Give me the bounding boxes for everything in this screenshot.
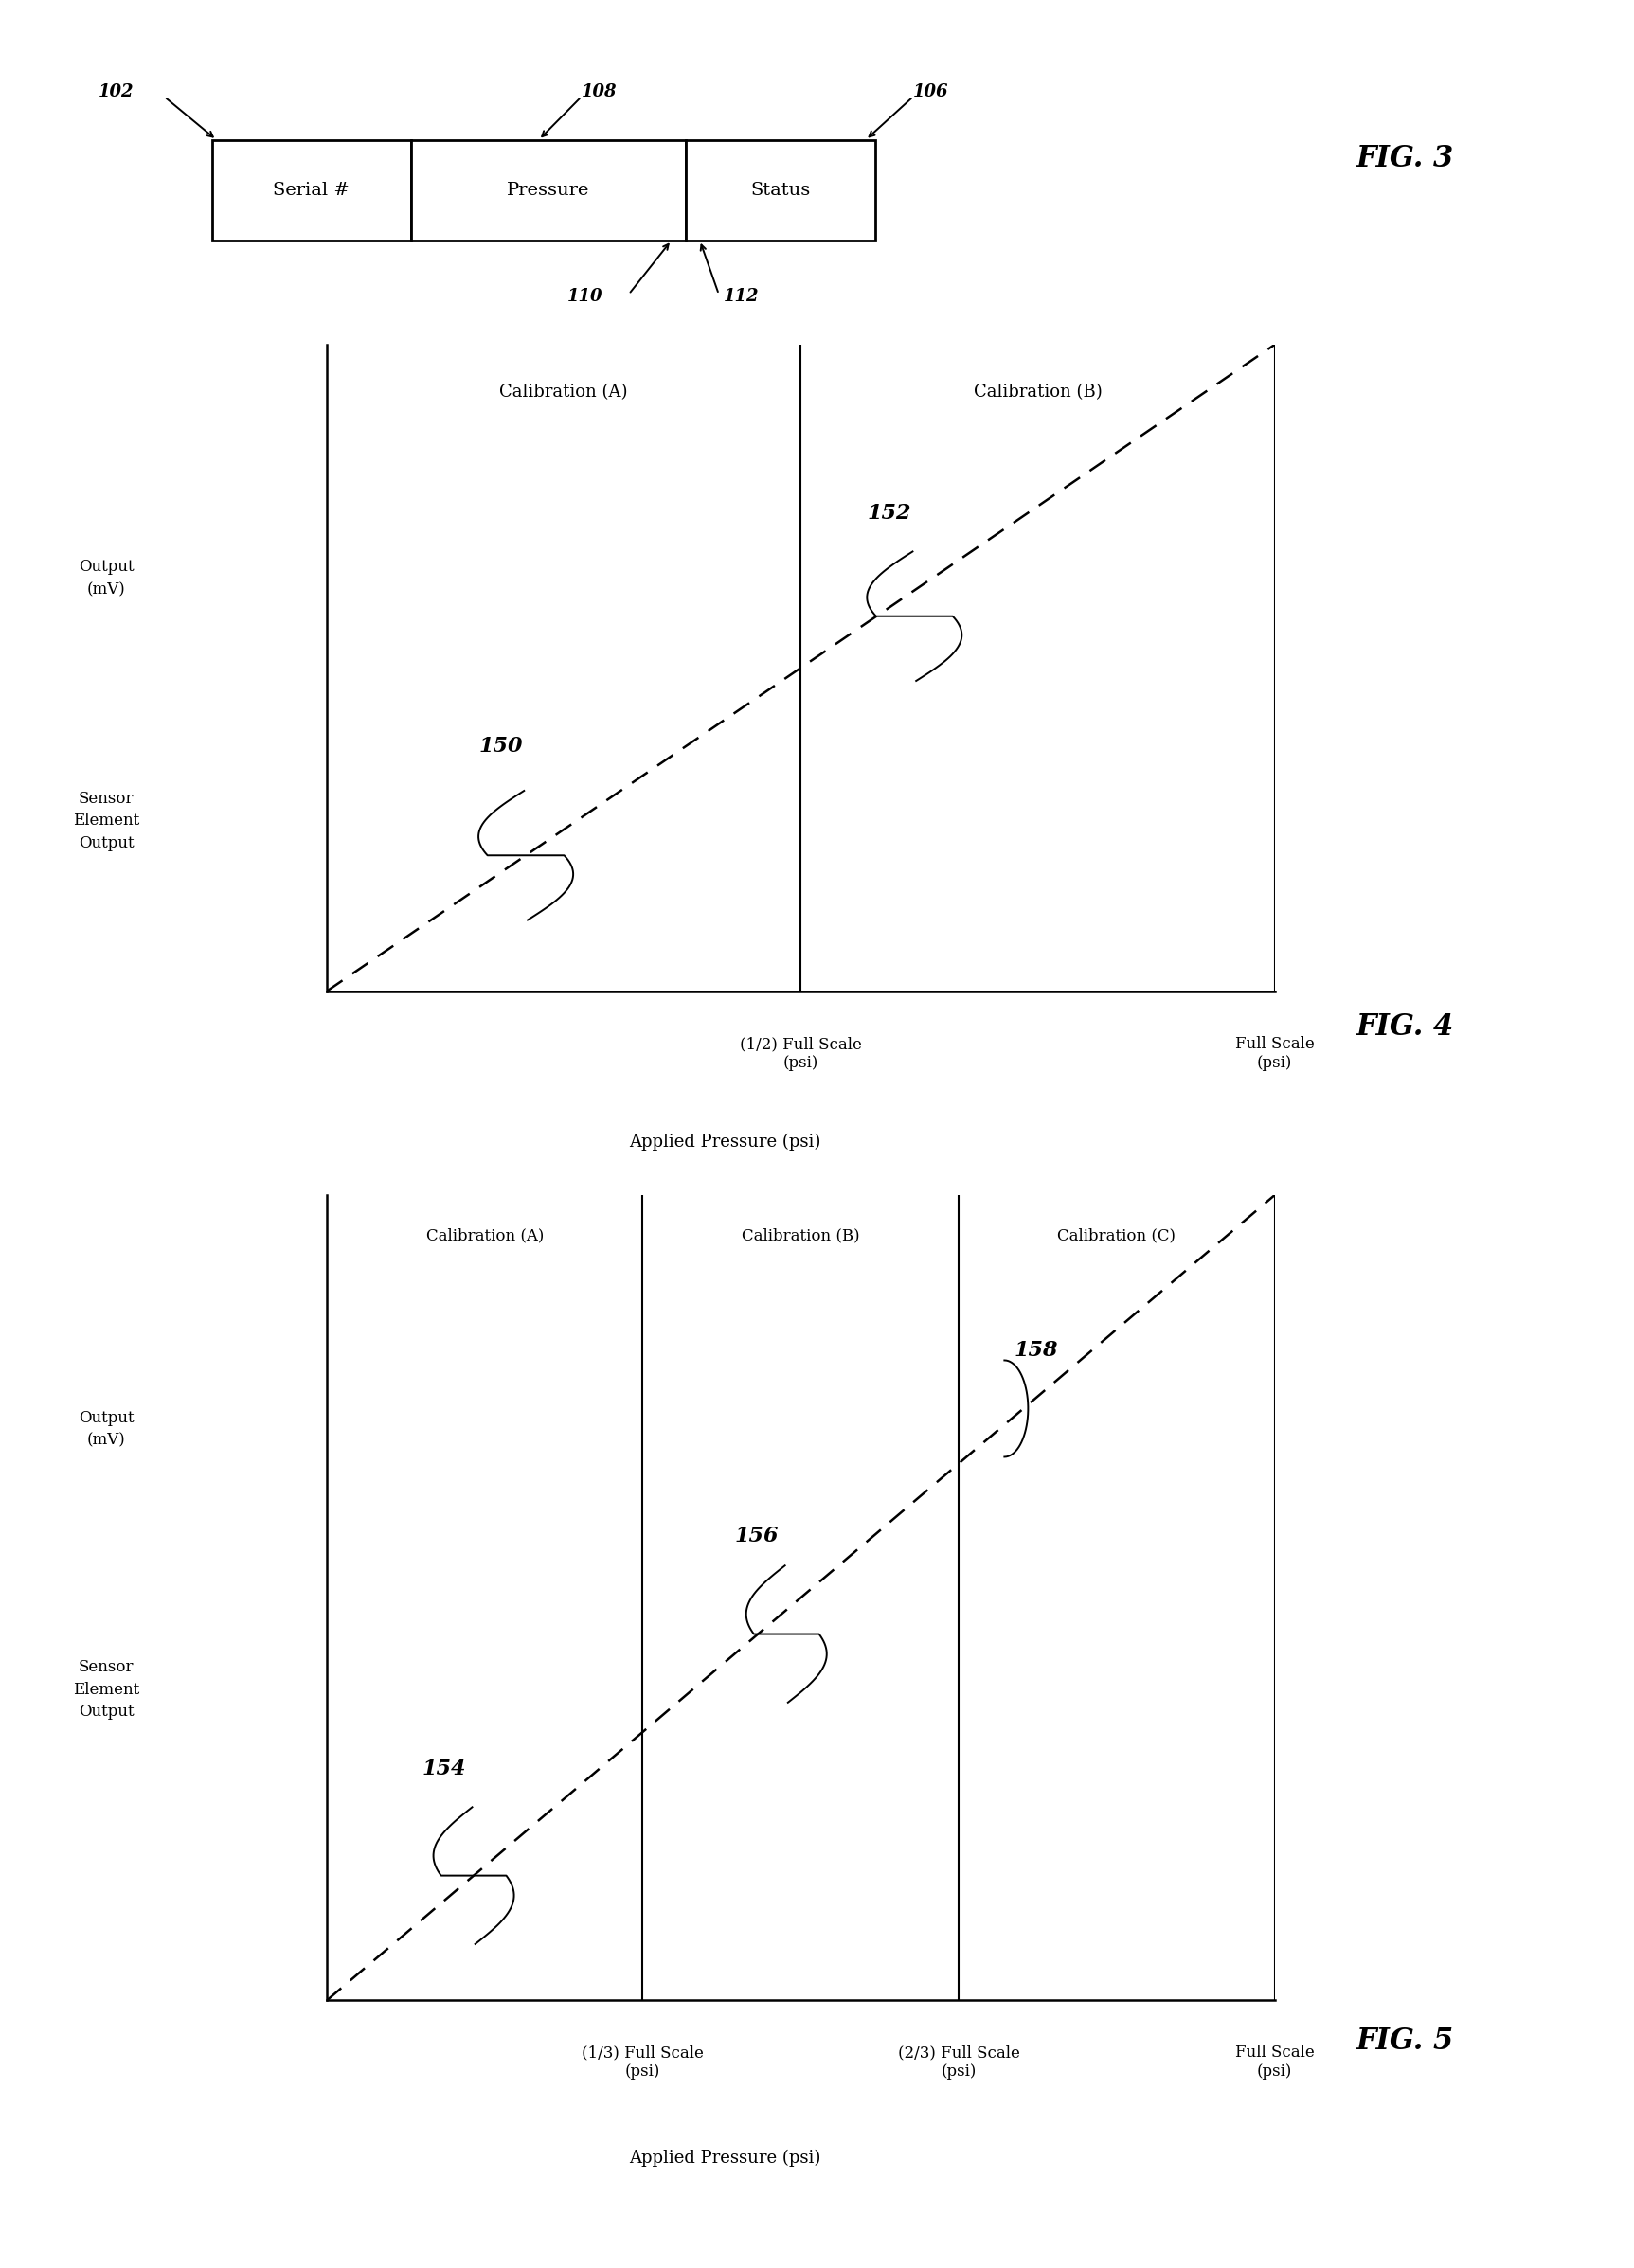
Text: Applied Pressure (psi): Applied Pressure (psi) xyxy=(629,1134,820,1150)
Text: Output
(mV): Output (mV) xyxy=(78,560,134,596)
Text: 110: 110 xyxy=(567,288,603,306)
Text: 158: 158 xyxy=(1013,1340,1057,1361)
Text: Calibration (B): Calibration (B) xyxy=(974,383,1101,401)
Text: FIG. 4: FIG. 4 xyxy=(1356,1014,1454,1041)
Text: Calibration (B): Calibration (B) xyxy=(742,1227,859,1243)
Text: Full Scale
(psi): Full Scale (psi) xyxy=(1235,2046,1314,2080)
Text: Calibration (C): Calibration (C) xyxy=(1057,1227,1175,1243)
Bar xyxy=(410,141,686,240)
Text: Serial #: Serial # xyxy=(273,181,350,200)
Bar xyxy=(686,141,876,240)
Text: Sensor
Element
Output: Sensor Element Output xyxy=(74,792,139,850)
Text: FIG. 3: FIG. 3 xyxy=(1356,145,1454,172)
Text: Calibration (A): Calibration (A) xyxy=(426,1227,544,1243)
Text: 152: 152 xyxy=(868,503,912,524)
Text: Full Scale
(psi): Full Scale (psi) xyxy=(1235,1036,1314,1070)
Text: 154: 154 xyxy=(422,1760,466,1780)
Text: 112: 112 xyxy=(724,288,760,306)
Text: 150: 150 xyxy=(479,735,523,758)
Bar xyxy=(212,141,410,240)
Text: Status: Status xyxy=(750,181,810,200)
Text: 156: 156 xyxy=(734,1526,778,1547)
Text: Sensor
Element
Output: Sensor Element Output xyxy=(74,1660,139,1719)
Text: (1/2) Full Scale
(psi): (1/2) Full Scale (psi) xyxy=(740,1036,861,1070)
Text: Calibration (A): Calibration (A) xyxy=(500,383,627,401)
Text: 108: 108 xyxy=(582,84,618,100)
Text: FIG. 5: FIG. 5 xyxy=(1356,2028,1454,2055)
Text: Output
(mV): Output (mV) xyxy=(78,1411,134,1447)
Text: (2/3) Full Scale
(psi): (2/3) Full Scale (psi) xyxy=(899,2046,1020,2080)
Text: (1/3) Full Scale
(psi): (1/3) Full Scale (psi) xyxy=(582,2046,703,2080)
Text: 106: 106 xyxy=(913,84,949,100)
Text: Pressure: Pressure xyxy=(507,181,590,200)
Text: 102: 102 xyxy=(98,84,134,100)
Text: Applied Pressure (psi): Applied Pressure (psi) xyxy=(629,2150,820,2166)
